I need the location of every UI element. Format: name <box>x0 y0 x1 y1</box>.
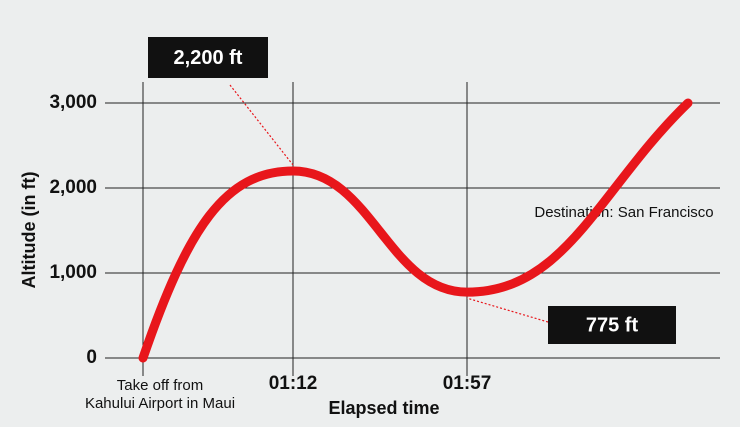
x-tick-label: Take off from Kahului Airport in Maui <box>85 377 235 412</box>
y-tick-label: 1,000 <box>49 262 97 283</box>
x-tick-label-line: Take off from <box>117 377 203 394</box>
annotation: Destination: San Francisco <box>534 204 713 221</box>
x-tick-label-line: Kahului Airport in Maui <box>85 395 235 412</box>
y-tick-label: 2,000 <box>49 177 97 198</box>
x-axis-label: Elapsed time <box>328 398 439 418</box>
y-tick-label: 3,000 <box>49 92 97 113</box>
y-tick-label: 0 <box>86 347 97 368</box>
line <box>138 98 693 363</box>
value-label: 2,200 ft <box>174 47 243 69</box>
y-axis-label: Altitude (in ft) <box>19 172 39 289</box>
value-label: 775 ft <box>586 314 639 336</box>
callout-box <box>148 37 268 78</box>
callout-box <box>548 306 676 344</box>
callout-line <box>229 84 294 166</box>
x-tick-label: 01:12 <box>269 373 318 394</box>
x-tick-label: 01:57 <box>443 373 492 394</box>
